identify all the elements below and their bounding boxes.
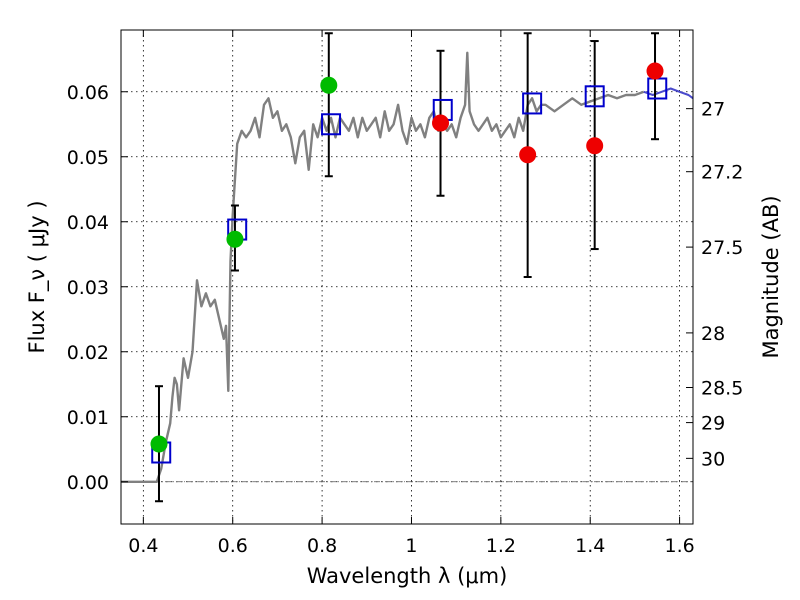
y-tick-label: 0.04 (67, 212, 109, 234)
y-tick-label: 0.03 (67, 277, 109, 299)
x-tick-label: 0.4 (128, 535, 158, 557)
magnitude-axis-ticks: 27 27.2 27.5 28 28.5 29 30 (686, 99, 743, 470)
magnitude-tick-label: 30 (701, 448, 725, 470)
sed-spectrum-tail (643, 87, 693, 100)
x-axis-ticks: 0.4 0.6 0.8 1 1.2 1.4 1.6 (128, 30, 695, 557)
observed-point-red (646, 62, 664, 80)
model-photometry-marker (321, 113, 342, 136)
x-tick-label: 1.4 (575, 535, 605, 557)
magnitude-tick-label: 29 (701, 413, 725, 435)
y-axis-label: Flux F_ν ( μJy ) (25, 200, 50, 353)
observed-point-red (586, 137, 604, 155)
observed-point-red (432, 114, 450, 132)
plot-frame (120, 29, 694, 525)
magnitude-tick-label: 27 (701, 99, 725, 121)
y-tick-label: 0.05 (67, 147, 109, 169)
x-axis-label: Wavelength λ (μm) (307, 564, 508, 588)
y-tick-label: 0.00 (67, 472, 109, 494)
magnitude-tick-label: 27.5 (701, 237, 743, 259)
observed-point-green (150, 435, 168, 453)
observed-point-red (519, 146, 537, 164)
x-tick-label: 0.8 (307, 535, 337, 557)
y-tick-label: 0.01 (67, 407, 109, 429)
magnitude-tick-label: 27.2 (701, 162, 743, 184)
sed-spectrum-layer (121, 51, 693, 483)
observed-point-green (320, 76, 338, 94)
model-photometry-marker (584, 85, 605, 108)
magnitude-tick-label: 28.5 (701, 378, 743, 400)
sed-spectrum-line (121, 51, 645, 483)
magnitude-axis-label: Magnitude (AB) (759, 195, 783, 358)
x-tick-label: 1.2 (486, 535, 516, 557)
model-photometry-marker (522, 92, 543, 115)
grid (121, 30, 693, 524)
y-tick-label: 0.02 (67, 342, 109, 364)
x-tick-label: 1.6 (664, 535, 694, 557)
observed-point-green (226, 230, 244, 248)
model-photometry-marker (647, 77, 668, 100)
y-tick-label: 0.06 (67, 82, 109, 104)
x-tick-label: 0.6 (218, 535, 248, 557)
magnitude-tick-label: 28 (701, 323, 725, 345)
y-axis-ticks: 0.00 0.01 0.02 0.03 0.04 0.05 0.06 (67, 82, 128, 494)
observed-points-layer (150, 62, 664, 453)
x-tick-label: 1 (405, 535, 417, 557)
